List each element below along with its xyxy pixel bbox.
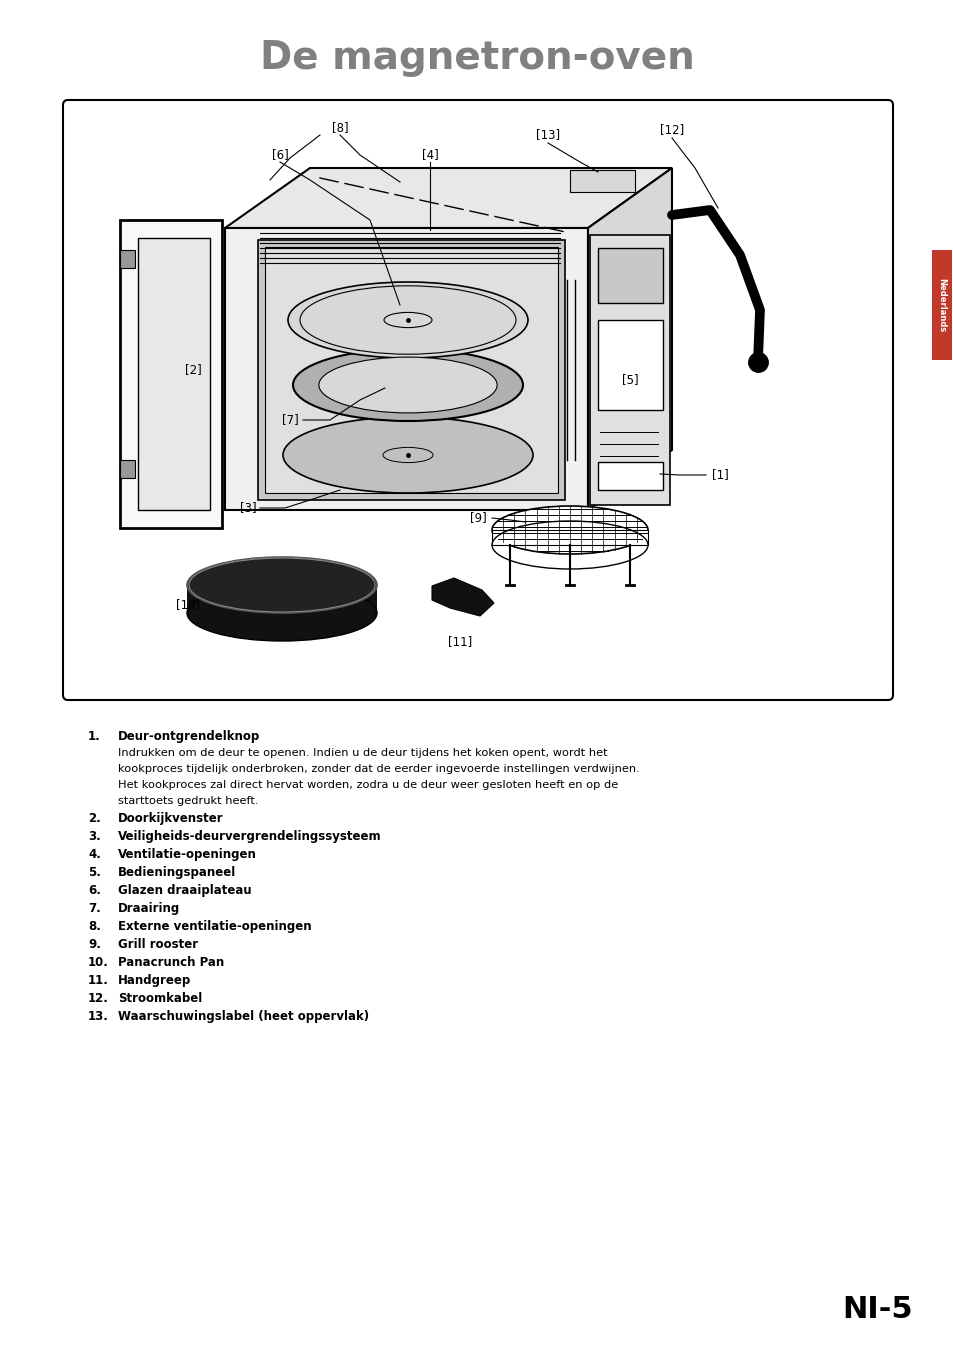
Text: Grill rooster: Grill rooster <box>118 938 198 951</box>
Polygon shape <box>492 530 647 544</box>
Text: Veiligheids-deurvergrendelingssysteem: Veiligheids-deurvergrendelingssysteem <box>118 830 381 843</box>
Polygon shape <box>187 585 376 613</box>
Text: 3.: 3. <box>88 830 101 843</box>
Text: [11]: [11] <box>447 635 472 648</box>
Text: [3]: [3] <box>239 501 256 515</box>
Text: [7]: [7] <box>281 413 298 427</box>
FancyBboxPatch shape <box>63 100 892 700</box>
Text: 10.: 10. <box>88 957 109 969</box>
Ellipse shape <box>283 417 533 493</box>
Ellipse shape <box>288 282 527 358</box>
Text: Doorkijkvenster: Doorkijkvenster <box>118 812 223 825</box>
Text: Bedieningspaneel: Bedieningspaneel <box>118 866 236 880</box>
Bar <box>257 240 564 500</box>
Text: [12]: [12] <box>659 123 683 136</box>
Text: [1]: [1] <box>711 469 727 481</box>
Text: [2]: [2] <box>185 363 201 377</box>
Polygon shape <box>587 168 671 509</box>
Text: [9]: [9] <box>469 512 486 524</box>
Text: Ventilatie-openingen: Ventilatie-openingen <box>118 848 256 861</box>
Text: [6]: [6] <box>272 149 288 162</box>
Text: 8.: 8. <box>88 920 101 934</box>
Text: 7.: 7. <box>88 902 101 915</box>
Text: Deur-ontgrendelknop: Deur-ontgrendelknop <box>118 730 260 743</box>
Bar <box>589 235 669 505</box>
Ellipse shape <box>293 349 522 422</box>
Bar <box>265 247 558 493</box>
Text: Waarschuwingslabel (heet oppervlak): Waarschuwingslabel (heet oppervlak) <box>118 1011 369 1023</box>
Text: Nederlands: Nederlands <box>937 278 945 332</box>
Text: 4.: 4. <box>88 848 101 861</box>
Polygon shape <box>225 168 671 228</box>
Text: Externe ventilatie-openingen: Externe ventilatie-openingen <box>118 920 312 934</box>
Ellipse shape <box>187 585 376 640</box>
Text: 12.: 12. <box>88 992 109 1005</box>
Bar <box>598 462 662 490</box>
Text: 9.: 9. <box>88 938 101 951</box>
Bar <box>120 459 135 478</box>
Text: 11.: 11. <box>88 974 109 988</box>
Polygon shape <box>225 228 587 509</box>
Bar <box>598 249 662 303</box>
Bar <box>569 170 635 192</box>
Bar <box>138 238 210 509</box>
Text: 13.: 13. <box>88 1011 109 1023</box>
Text: Glazen draaiplateau: Glazen draaiplateau <box>118 884 252 897</box>
Ellipse shape <box>318 357 497 413</box>
Text: kookproces tijdelijk onderbroken, zonder dat de eerder ingevoerde instellingen v: kookproces tijdelijk onderbroken, zonder… <box>118 765 639 774</box>
Bar <box>120 250 135 267</box>
Text: Handgreep: Handgreep <box>118 974 191 988</box>
Bar <box>598 320 662 409</box>
Text: 2.: 2. <box>88 812 101 825</box>
Text: starttoets gedrukt heeft.: starttoets gedrukt heeft. <box>118 796 258 807</box>
Text: Het kookproces zal direct hervat worden, zodra u de deur weer gesloten heeft en : Het kookproces zal direct hervat worden,… <box>118 780 618 790</box>
Text: 5.: 5. <box>88 866 101 880</box>
Text: [10]: [10] <box>175 598 200 612</box>
FancyBboxPatch shape <box>120 220 222 528</box>
Text: [4]: [4] <box>421 149 438 162</box>
Text: Draairing: Draairing <box>118 902 180 915</box>
Text: [13]: [13] <box>536 128 559 142</box>
Text: 6.: 6. <box>88 884 101 897</box>
Text: [5]: [5] <box>621 373 638 386</box>
Ellipse shape <box>187 557 376 613</box>
Ellipse shape <box>492 507 647 554</box>
Polygon shape <box>432 578 494 616</box>
Text: De magnetron-oven: De magnetron-oven <box>259 39 694 77</box>
Text: Indrukken om de deur te openen. Indien u de deur tijdens het koken opent, wordt : Indrukken om de deur te openen. Indien u… <box>118 748 607 758</box>
Text: NI-5: NI-5 <box>841 1296 912 1324</box>
Text: Stroomkabel: Stroomkabel <box>118 992 202 1005</box>
FancyBboxPatch shape <box>931 250 951 359</box>
Text: Panacrunch Pan: Panacrunch Pan <box>118 957 224 969</box>
Text: [8]: [8] <box>332 122 348 135</box>
Text: 1.: 1. <box>88 730 101 743</box>
